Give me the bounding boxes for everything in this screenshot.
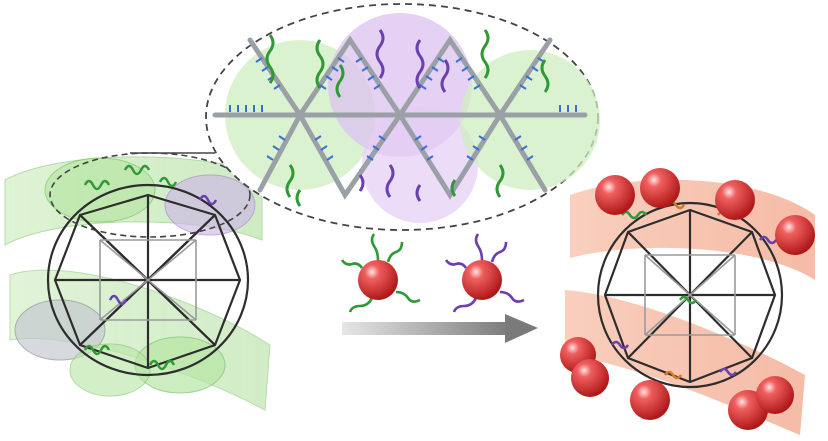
right-arrow-icon [342, 314, 538, 343]
bound-nanoparticle [571, 359, 609, 397]
bound-nanoparticle [640, 168, 680, 208]
left-cage [4, 152, 271, 411]
right-cage [560, 168, 815, 435]
nanoparticle-purple-ligand-icon [444, 233, 525, 313]
bound-nanoparticle [715, 180, 755, 220]
right-cage-back-frame [644, 254, 736, 336]
nanoparticle-green-ligand-icon [340, 233, 421, 313]
left-zoom-ellipse [49, 152, 251, 238]
left-cage-strands [83, 164, 218, 371]
bound-nanoparticle [595, 175, 635, 215]
inset-green-strands [265, 29, 550, 207]
bound-nanoparticle [775, 215, 815, 255]
zoom-inset [205, 3, 600, 231]
left-cage-back-frame [99, 239, 197, 321]
left-cone-1 [44, 157, 156, 223]
bound-nanoparticle [630, 380, 670, 420]
bound-nanoparticle [756, 376, 794, 414]
inset-dome-green-right [460, 50, 600, 190]
inset-blue-bases [229, 57, 577, 161]
inset-purple-strands [358, 29, 450, 202]
inset-tile-grid [212, 35, 588, 200]
bound-nanoparticles [560, 168, 815, 430]
